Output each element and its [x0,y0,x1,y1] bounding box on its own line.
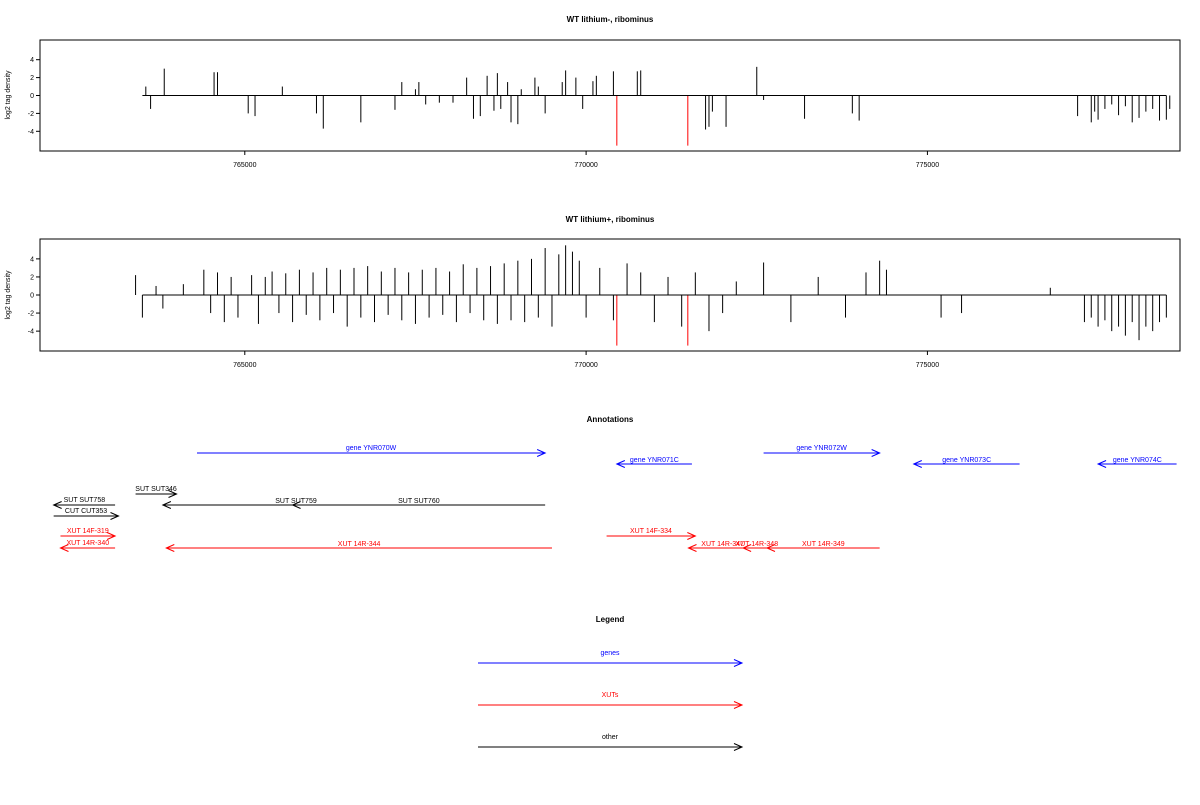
y-tick-label: -2 [28,111,34,118]
annotation-arrow-head [871,449,881,457]
legend-item: genes [478,650,744,667]
y-tick-label: 2 [30,274,34,281]
annotation-label: SUT SUT760 [398,498,440,505]
annotation-xut: XUT 14R-349 [765,541,880,552]
x-tick-label: 765000 [233,162,256,169]
legend-arrow-head [733,701,744,709]
annotation-label: XUT 14R-349 [802,541,845,548]
y-tick-label: -4 [28,129,34,136]
annotation-other: SUT SUT758 [52,497,116,509]
annotation-arrow-head [168,490,178,498]
y-tick-label: 0 [30,93,34,100]
y-tick-label: -4 [28,329,34,336]
annotation-arrow-head [291,501,301,509]
density-bars [145,66,1171,146]
annotation-label: XUT 14R-348 [735,541,778,548]
annotation-other: CUT CUT353 [53,508,120,520]
panel-title: WT lithium+, ribominus [566,215,655,224]
annotation-arrow-head [615,460,626,468]
density-bars [135,245,1167,346]
annotation-label: gene YNR072W [796,445,847,452]
annotation-label: SUT SUT758 [64,497,106,504]
annotations-title: Annotations [587,415,634,424]
legend-label: other [602,734,619,741]
annotation-arrow-head [765,544,776,552]
annotation-arrow-head [687,544,697,552]
x-ticks: 765000 770000 775000 [233,151,939,169]
annotation-gene: gene YNR072W [763,445,881,457]
x-tick-label: 770000 [574,362,597,369]
density-panel-lithium-plus: WT lithium+, ribominus log2 tag density … [5,215,1181,369]
annotation-arrow-head [165,544,175,552]
annotation-label: gene YNR074C [1113,457,1162,464]
annotation-arrow-head [110,512,120,520]
y-tick-label: -2 [28,311,34,318]
annotation-label: XUT 14F-334 [630,528,672,535]
y-tick-label: 4 [30,256,34,263]
annotation-xut: XUT 14R-340 [59,540,116,552]
annotation-arrows: gene YNR070W gene YNR071C gene YNR072W gene… [52,445,1177,552]
annotation-arrow-head [59,544,69,552]
legend-panel: Legend genes XUTs other [478,615,744,751]
annotation-arrow-head [536,449,547,457]
annotation-gene: gene YNR073C [912,457,1020,468]
annotation-label: gene YNR071C [630,457,679,464]
y-tick-label: 2 [30,75,34,82]
x-tick-label: 770000 [574,162,597,169]
annotation-other: SUT SUT346 [135,486,178,498]
annotation-arrow-head [161,501,172,509]
annotation-arrow-head [106,532,117,540]
legend-items: genes XUTs other [478,650,744,751]
legend-arrow-head [733,659,744,667]
density-panel-lithium-minus: WT lithium-, ribominus log2 tag density … [5,15,1181,169]
legend-arrow-head [733,743,744,751]
legend-title: Legend [596,615,625,624]
annotation-xut: XUT 14F-334 [606,528,697,540]
y-tick-label: 0 [30,293,34,300]
annotation-gene: gene YNR070W [197,445,547,457]
annotation-label: SUT SUT759 [275,498,317,505]
annotation-label: XUT 14R-347 [701,541,744,548]
annotation-label: gene YNR073C [942,457,991,464]
y-tick-label: 4 [30,57,34,64]
y-axis-label: log2 tag density [5,270,12,320]
annotation-gene: gene YNR074C [1096,457,1177,468]
x-tick-label: 775000 [916,162,939,169]
annotation-arrow-head [687,532,697,540]
y-ticks: 4 2 0 -2 -4 [28,256,40,336]
annotation-label: XUT 14R-344 [338,541,381,548]
legend-item: other [478,734,744,751]
legend-label: XUTs [602,692,619,699]
y-ticks: 4 2 0 -2 -4 [28,57,40,136]
annotation-xut: XUT 14F-319 [60,528,117,540]
annotation-label: XUT 14F-319 [67,528,109,535]
annotation-arrow-head [912,460,922,468]
annotation-arrow-head [741,544,752,552]
legend-item: XUTs [478,692,744,709]
annotation-arrow-head [52,501,62,509]
annotation-arrow-head [1096,460,1107,468]
y-axis-label: log2 tag density [5,70,12,120]
x-tick-label: 775000 [916,362,939,369]
annotation-label: XUT 14R-340 [66,540,109,547]
annotation-label: CUT CUT353 [65,508,107,515]
annotation-gene: gene YNR071C [615,457,692,468]
annotation-label: gene YNR070W [346,445,397,452]
legend-label: genes [600,650,620,657]
x-tick-label: 765000 [233,362,256,369]
panel-title: WT lithium-, ribominus [567,15,654,24]
annotation-other: SUT SUT760 [291,498,546,509]
x-ticks: 765000 770000 775000 [233,351,939,369]
annotation-label: SUT SUT346 [135,486,177,493]
annotation-xut: XUT 14R-344 [165,541,552,552]
